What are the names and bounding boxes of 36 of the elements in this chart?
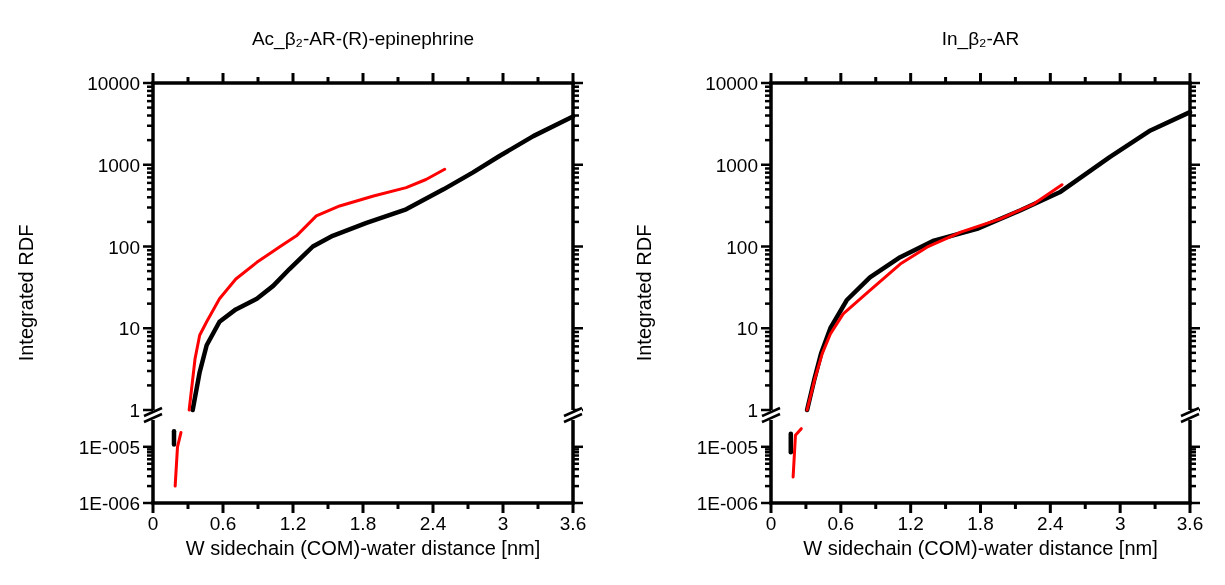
x-tick-label: 1.8 [349,513,377,534]
x-axis-title: W sidechain (COM)-water distance [nm] [185,537,541,559]
x-tick-label: 0.6 [209,513,237,534]
line-series [805,183,1064,412]
y-tick-label: 1000 [715,154,758,176]
y-tick-label: 1E-005 [696,436,758,458]
y-tick-label: 1 [129,400,140,421]
x-axis-title: W sidechain (COM)-water distance [nm] [803,537,1158,559]
chart-title: Ac_β₂-AR-(R)-epinephrine [251,28,475,50]
line-series [187,167,447,412]
y-tick-label: 10 [118,318,140,340]
x-tick-label: 0 [765,513,777,534]
x-tick-label: 1.2 [279,513,307,534]
chart-title: In_β₂-AR [941,28,1020,50]
x-tick-label: 3.6 [1176,513,1204,534]
x-tick-label: 3 [1114,513,1126,534]
y-axis-title: Integrated RDF [15,224,37,362]
y-tick-label: 1000 [97,154,140,176]
x-tick-label: 3 [497,513,509,534]
y-tick-label: 100 [726,236,758,258]
x-tick-label: 3.6 [559,513,587,534]
y-tick-label: 1E-006 [78,493,140,514]
y-tick-label: 10 [736,318,758,340]
y-tick-label: 10000 [87,73,140,94]
x-tick-label: 2.4 [1037,513,1064,534]
y-tick-label: 1E-006 [696,493,758,514]
y-tick-label: 1E-005 [78,436,140,458]
x-tick-label: 0 [147,513,159,534]
x-tick-label: 1.2 [897,513,924,534]
x-tick-label: 2.4 [419,513,447,534]
x-tick-label: 1.8 [967,513,994,534]
x-tick-label: 0.6 [827,513,855,534]
y-tick-label: 10000 [705,73,758,94]
y-axis-title: Integrated RDF [633,224,655,362]
y-tick-label: 100 [108,236,140,258]
y-tick-label: 1 [747,400,758,421]
